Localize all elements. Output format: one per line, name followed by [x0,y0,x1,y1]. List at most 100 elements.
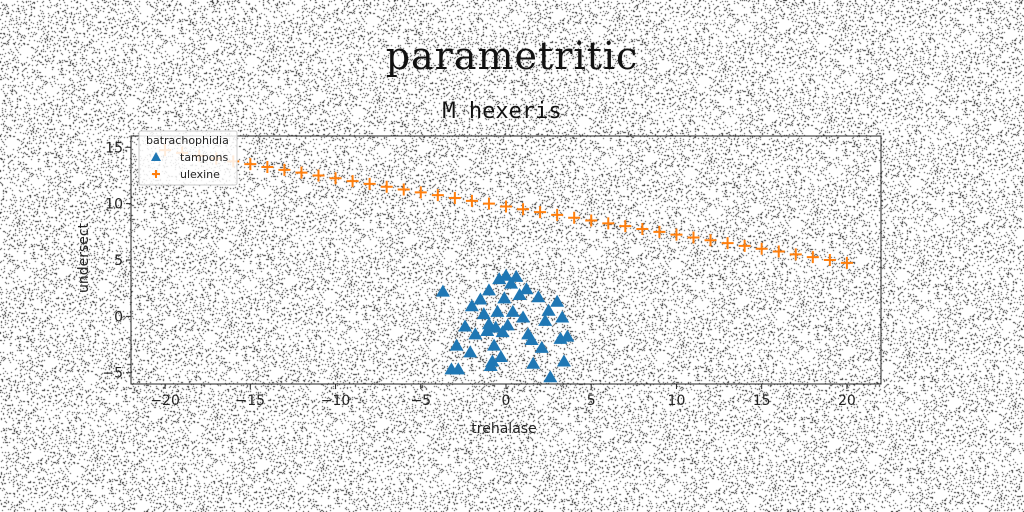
data-point-ulexine [431,189,444,202]
data-point-ulexine [414,186,427,199]
figure-suptitle: parametritic [385,34,639,78]
data-point-tampons [468,327,483,340]
legend-label-ulexine: ulexine [180,168,220,181]
data-point-tampons [487,338,502,351]
data-point-ulexine [687,231,700,244]
data-point-tampons [458,319,473,332]
data-point-ulexine [363,177,376,190]
data-point-ulexine [670,228,683,241]
data-point-tampons [463,345,478,358]
data-point-ulexine [500,200,512,213]
legend-label-tampons: tampons [180,151,228,164]
x-tick-label: −20 [150,393,180,409]
plot-frame [130,135,882,385]
data-point-tampons [488,320,503,333]
data-point-ulexine [755,242,768,255]
data-point-ulexine [619,220,632,233]
data-point-tampons [505,304,520,317]
legend-marker-ulexine [152,170,160,178]
data-point-ulexine [329,172,342,185]
data-point-tampons [495,325,510,338]
legend: batrachophidia tampons ulexine [138,130,238,186]
data-point-tampons [538,313,553,326]
plot-area: −20 −15 −10 −5 0 5 10 15 20 −5 0 5 10 15 [102,135,882,409]
data-point-tampons [473,292,488,305]
data-point-ulexine [380,180,393,193]
data-point-tampons [497,291,512,304]
data-point-tampons [516,310,531,323]
data-point-tampons [480,324,495,337]
x-tick-label: 0 [502,393,511,409]
data-point-ulexine [772,245,785,258]
data-point-tampons [526,356,541,369]
data-point-tampons [476,307,491,320]
data-point-tampons [490,304,505,317]
data-point-tampons [550,294,565,307]
data-point-tampons [504,276,519,289]
data-point-ulexine [465,194,478,207]
data-point-ulexine [312,169,325,182]
data-point-ulexine [244,158,257,171]
y-tick-label: 5 [114,253,123,269]
y-axis-label: undersect [76,222,92,293]
data-point-tampons [451,362,466,375]
data-point-ulexine [840,256,853,269]
x-tick-label: −10 [321,393,351,409]
data-point-tampons [519,282,534,295]
y-tick-label: 10 [105,197,123,213]
data-point-ulexine [397,183,410,196]
legend-frame [138,130,238,186]
data-point-ulexine [602,217,615,230]
data-point-ulexine [704,234,717,247]
data-point-tampons [543,370,558,383]
data-point-ulexine [806,251,819,264]
x-tick-label: 10 [668,393,686,409]
data-point-ulexine [278,163,291,176]
data-point-tampons [492,272,507,285]
x-tick-label: −5 [410,393,431,409]
data-point-tampons [541,303,556,316]
data-point-tampons [555,310,570,323]
y-tick-label: 15 [105,140,123,156]
x-axis-label: trehalase [471,421,536,437]
data-point-ulexine [823,254,836,266]
x-tick-label: 20 [838,393,856,409]
data-point-ulexine [517,203,530,216]
data-point-ulexine [721,237,734,250]
legend-title: batrachophidia [146,134,229,147]
data-point-tampons [534,340,549,353]
data-point-ulexine [789,248,802,261]
data-point-ulexine [551,208,564,221]
data-point-ulexine [585,214,598,227]
data-point-tampons [556,354,571,367]
data-point-tampons [509,269,524,282]
legend-marker-tampons [151,152,161,161]
chart-title: M hexeris [442,99,561,124]
data-point-tampons [500,318,515,331]
data-point-ulexine [448,192,461,204]
data-point-ulexine [738,239,751,252]
data-point-ulexine [653,225,666,238]
data-point-tampons [493,349,508,362]
data-point-ulexine [568,211,581,224]
data-point-tampons [524,333,539,346]
data-point-ulexine [346,175,359,188]
data-point-tampons [481,317,496,330]
data-point-tampons [464,299,479,312]
data-point-ulexine [295,166,308,179]
data-point-tampons [560,329,575,342]
data-point-ulexine [534,206,547,219]
data-point-tampons [485,354,500,367]
y-tick-label: −5 [102,366,123,382]
data-point-ulexine [261,161,274,173]
data-point-tampons [531,290,546,303]
x-tick-label: 5 [587,393,596,409]
data-point-tampons [499,268,513,281]
data-point-ulexine [636,223,649,235]
y-tick-label: 0 [114,309,123,325]
data-point-tampons [481,283,496,296]
data-point-tampons [435,284,450,297]
data-point-tampons [512,287,527,300]
